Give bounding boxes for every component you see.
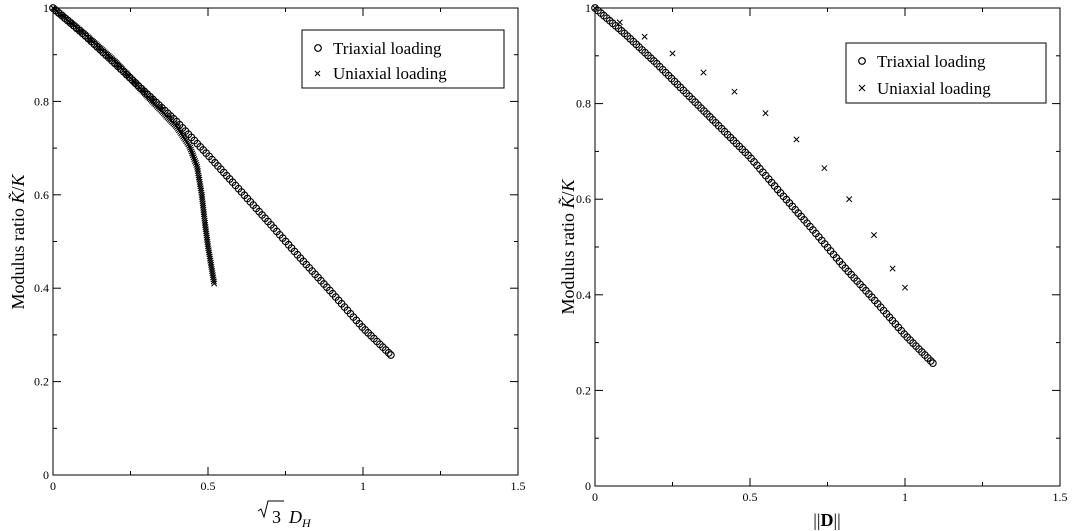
ticks: 0 0.5 1 1.5 0 0.2 0.4 0.6 0.8 1 [576, 1, 1068, 504]
x-tick-label: 0.5 [201, 479, 216, 493]
legend-label-triaxial: Triaxial loading [333, 39, 442, 58]
y-tick-label: 0.6 [576, 192, 591, 206]
point-uniaxial [641, 33, 648, 40]
point-uniaxial [188, 148, 195, 155]
x-tick-label: 1 [360, 479, 366, 493]
legend-label-uniaxial: Uniaxial loading [877, 79, 991, 98]
point-uniaxial [700, 69, 707, 76]
legend: Triaxial loading Uniaxial loading [845, 42, 1047, 104]
point-uniaxial [192, 159, 199, 167]
point-uniaxial [190, 154, 197, 161]
point-uniaxial [762, 110, 769, 117]
point-uniaxial [821, 165, 828, 172]
legend-marker-circle [858, 57, 866, 65]
y-tick-label: 0.8 [34, 94, 49, 108]
point-uniaxial [616, 19, 623, 26]
x-tick-label: 0 [592, 490, 598, 504]
y-tick-label: 0.4 [576, 288, 591, 302]
point-uniaxial [191, 156, 198, 163]
point-triaxial [387, 351, 395, 359]
y-tick-label: 0 [585, 479, 591, 493]
svg-text:H: H [301, 516, 312, 530]
x-tick-label: 1.5 [511, 479, 526, 493]
y-tick-label: 0.6 [34, 188, 49, 202]
x-tick-label: 1.5 [1053, 490, 1068, 504]
legend: Triaxial loading Uniaxial loading [301, 29, 505, 89]
legend-marker-circle [314, 44, 322, 52]
svg-text:D: D [288, 507, 302, 527]
ticks: 0 0.5 1 1.5 0 0.2 0.4 0.6 0.8 1 [34, 1, 526, 493]
point-uniaxial [187, 146, 194, 153]
x-axis-label: ||D|| [813, 510, 840, 530]
point-uniaxial [191, 157, 199, 165]
y-axis-label: Modulus ratio K̃/K [8, 173, 28, 309]
point-uniaxial [901, 284, 909, 291]
y-tick-label: 1 [43, 1, 49, 15]
point-triaxial [929, 359, 937, 368]
chart-right: 0 0.5 1 1.5 0 0.2 0.4 0.6 0.8 1 Triaxial loading … [558, 1, 1068, 530]
x-tick-label: 0 [50, 479, 56, 493]
chart-left: 0 0.5 1 1.5 0 0.2 0.4 0.6 0.8 1 Triaxial loading … [8, 1, 526, 530]
point-uniaxial [591, 4, 599, 12]
x-axis-label: 3 D H [257, 500, 312, 530]
legend-marker-x [858, 84, 866, 92]
svg-text:3: 3 [272, 507, 281, 527]
point-uniaxial [186, 142, 193, 149]
y-tick-label: 1 [585, 1, 591, 15]
data-points [49, 4, 395, 359]
data-points [591, 4, 937, 368]
y-axis-label: Modulus ratio K̃/K [558, 178, 578, 314]
x-tick-label: 0.5 [743, 490, 758, 504]
legend-label-uniaxial: Uniaxial loading [333, 64, 447, 83]
point-uniaxial [793, 136, 800, 143]
point-uniaxial [731, 88, 738, 95]
y-tick-label: 0.2 [34, 375, 49, 389]
x-tick-label: 1 [902, 490, 908, 504]
y-tick-label: 0 [43, 468, 49, 482]
point-uniaxial [846, 196, 853, 203]
point-uniaxial [669, 50, 676, 57]
legend-box [845, 42, 1047, 104]
point-uniaxial [189, 152, 196, 159]
legend-label-triaxial: Triaxial loading [877, 52, 986, 71]
point-uniaxial [889, 265, 896, 272]
y-tick-label: 0.4 [34, 281, 49, 295]
point-uniaxial [870, 231, 878, 239]
y-tick-label: 0.2 [576, 383, 591, 397]
point-uniaxial [211, 280, 218, 287]
point-triaxial [926, 357, 935, 365]
legend-marker-x [314, 70, 321, 77]
point-uniaxial [189, 150, 196, 157]
point-triaxial [384, 349, 393, 357]
point-uniaxial [210, 278, 217, 285]
point-uniaxial [187, 144, 194, 151]
legend-box [301, 29, 505, 89]
y-tick-label: 0.8 [576, 97, 591, 111]
